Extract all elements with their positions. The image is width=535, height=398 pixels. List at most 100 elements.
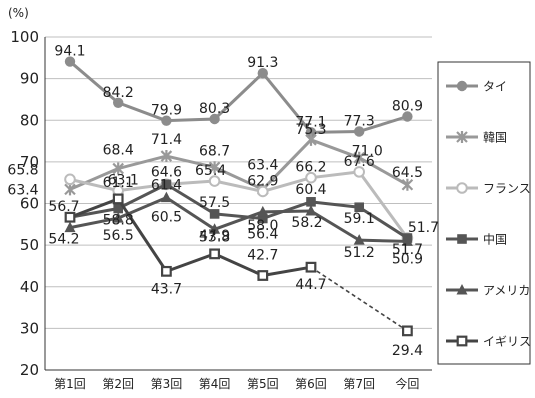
marker-shape — [305, 133, 317, 146]
series-segment — [69, 197, 119, 219]
data-label: 56.5 — [103, 228, 134, 244]
marker-shape — [257, 270, 269, 281]
series-4 — [65, 179, 413, 243]
marker-shape — [353, 166, 366, 178]
series-segment — [165, 196, 216, 231]
series-segment — [117, 154, 167, 170]
data-label: 62.9 — [247, 173, 278, 189]
data-label: 56.7 — [48, 199, 79, 215]
y-tick-label: 30 — [20, 319, 39, 337]
data-label: 56.4 — [247, 226, 278, 242]
data-point — [305, 171, 317, 184]
series-segment — [118, 182, 167, 193]
marker-shape — [64, 173, 76, 186]
data-label: 51.7 — [392, 242, 423, 258]
data-label: 42.7 — [247, 248, 278, 264]
data-point — [64, 183, 76, 196]
series-segment — [166, 154, 215, 169]
marker-shape — [353, 151, 365, 164]
data-label: 94.1 — [54, 44, 85, 60]
series-segment — [357, 170, 409, 239]
legend-item-4: 中国 — [446, 232, 507, 247]
series-6 — [64, 193, 413, 337]
data-point — [160, 150, 173, 163]
data-point — [208, 161, 221, 174]
series-segment — [213, 72, 264, 121]
y-tick-label: 100 — [10, 28, 39, 46]
legend-marker — [456, 182, 468, 194]
y-tick-label: 70 — [20, 153, 39, 171]
data-point — [209, 248, 221, 260]
data-point — [64, 173, 76, 186]
marker-shape — [402, 111, 413, 122]
marker-shape — [64, 183, 76, 196]
series-segment — [117, 101, 167, 123]
data-label: 58.2 — [291, 215, 322, 231]
data-point — [257, 270, 269, 281]
data-label: 60.4 — [295, 182, 326, 198]
data-point — [112, 162, 124, 175]
legend-item-6: イギリス — [446, 335, 531, 349]
legend-label: 韓国 — [483, 131, 507, 145]
series-segment — [69, 167, 119, 191]
marker-shape — [456, 335, 468, 347]
marker-shape — [64, 221, 76, 233]
x-tick-label: 第6回 — [295, 377, 327, 391]
data-label: 54.2 — [48, 232, 79, 248]
series-segment — [262, 265, 312, 277]
marker-shape — [112, 193, 124, 205]
series-segment — [69, 216, 119, 230]
series-segment — [358, 205, 409, 240]
series-segment — [310, 200, 360, 209]
series-segment — [214, 179, 264, 193]
data-label: 50.9 — [392, 251, 423, 267]
data-label: 58.8 — [103, 212, 134, 228]
marker-shape — [112, 212, 124, 223]
marker-shape — [402, 325, 413, 337]
legend-box — [437, 61, 531, 365]
data-label: 71.0 — [352, 144, 383, 160]
series-segment — [261, 72, 313, 134]
marker-shape — [208, 175, 221, 187]
data-label: 51.7 — [408, 220, 439, 236]
data-label: 57.5 — [199, 195, 230, 211]
series-segment — [214, 212, 263, 220]
data-label: 60.5 — [151, 209, 182, 225]
legend-marker — [456, 335, 468, 347]
legend-label: イギリス — [483, 335, 531, 349]
data-label: 61.4 — [151, 178, 182, 194]
legend-marker — [456, 131, 468, 143]
data-label: 61.1 — [103, 175, 134, 191]
series-5 — [64, 191, 413, 246]
data-point — [402, 111, 413, 122]
y-tick-label: 80 — [20, 111, 39, 129]
data-label: 51.2 — [344, 245, 375, 261]
marker-shape — [401, 235, 413, 246]
data-label: 67.6 — [344, 154, 375, 170]
data-point — [402, 325, 413, 337]
data-label: 75.3 — [295, 122, 326, 138]
data-label: 80.3 — [199, 101, 230, 117]
data-point — [258, 213, 268, 224]
marker-shape — [257, 205, 269, 217]
series-segment — [214, 210, 264, 231]
x-tick-label: 第4回 — [199, 377, 231, 391]
data-point — [401, 178, 414, 191]
legend-item-1: タイ — [446, 80, 507, 94]
data-point — [353, 151, 365, 164]
marker-shape — [354, 126, 365, 137]
marker-shape — [112, 162, 124, 175]
marker-shape — [161, 179, 172, 190]
series-segment — [310, 129, 360, 134]
marker-shape — [160, 150, 173, 163]
series-segment — [359, 238, 408, 243]
marker-shape — [113, 97, 124, 108]
x-tick-label: 第7回 — [343, 377, 375, 391]
series-1 — [64, 56, 413, 138]
marker-shape — [353, 234, 365, 245]
marker-shape — [64, 211, 76, 223]
y-tick-label: 60 — [20, 195, 39, 213]
marker-shape — [305, 171, 317, 184]
data-point — [64, 211, 76, 223]
data-point — [305, 261, 317, 273]
